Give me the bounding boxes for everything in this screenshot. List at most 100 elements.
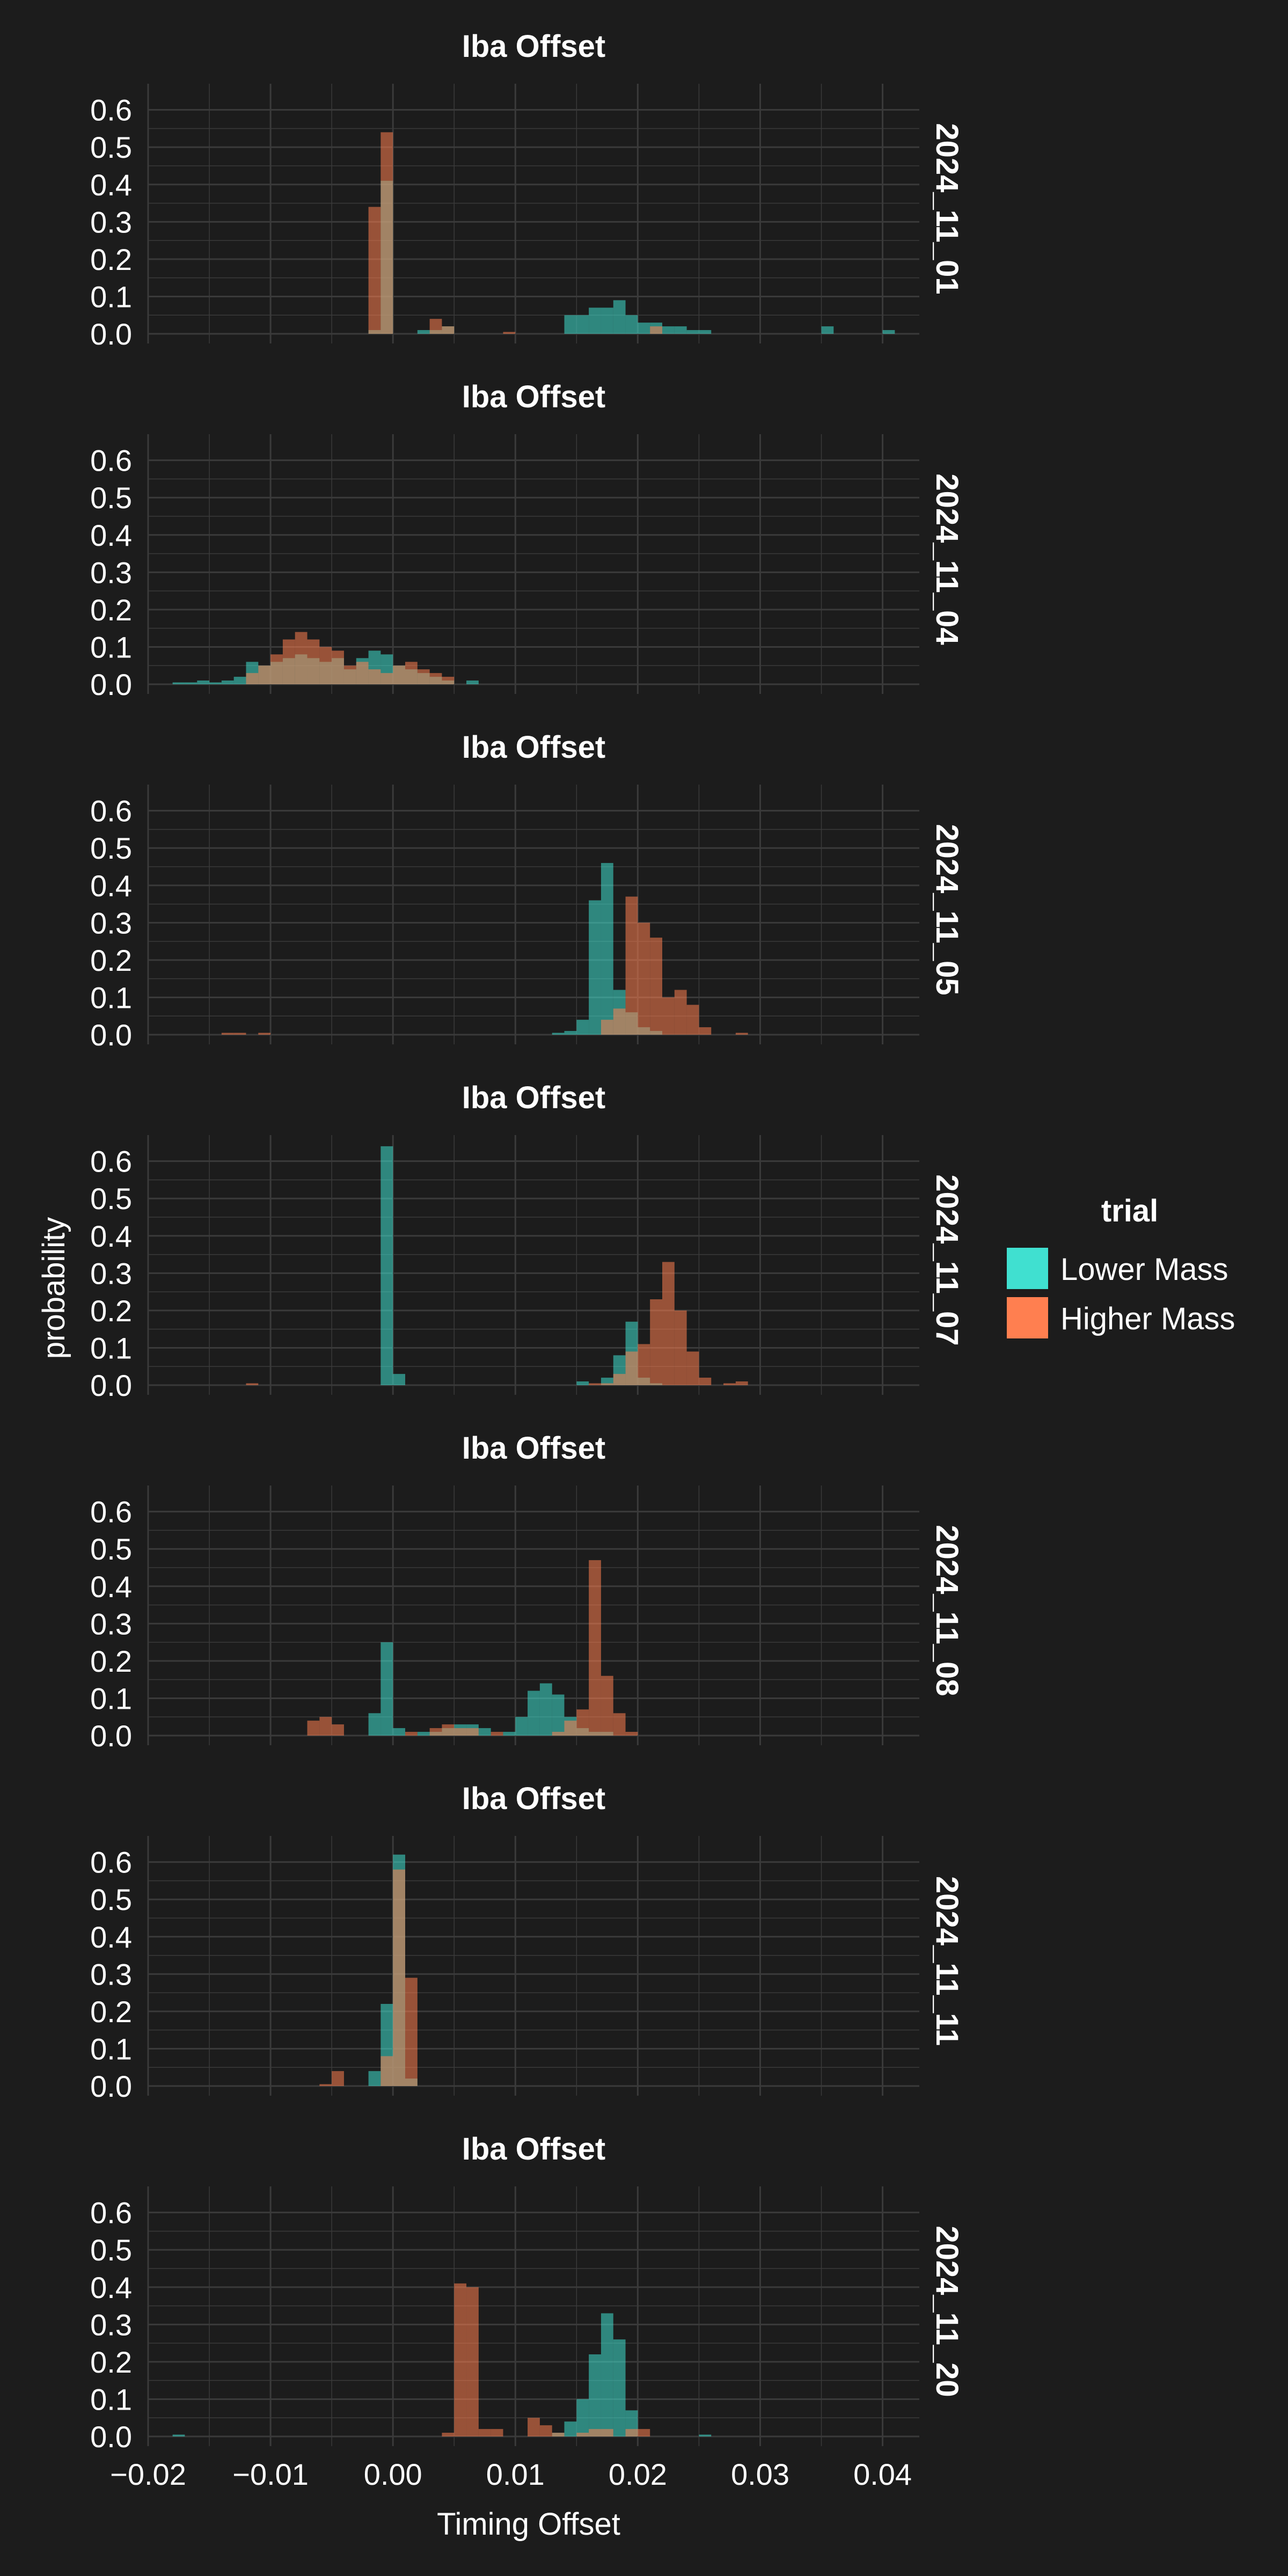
histogram-bar <box>307 639 320 684</box>
y-tick-label: 0.2 <box>90 1644 132 1678</box>
histogram-bar <box>601 2429 613 2436</box>
panel-title: Iba Offset <box>462 2132 606 2167</box>
y-tick-label: 0.2 <box>90 1995 132 2029</box>
grid <box>147 1836 919 2096</box>
histogram-bar <box>172 682 185 684</box>
facet-strip-label: 2024_11_07 <box>930 1174 964 1345</box>
histogram-bar <box>185 682 197 684</box>
histogram-bar <box>699 2434 712 2436</box>
y-tick-label: 0.3 <box>90 205 132 239</box>
histogram-bar <box>295 632 308 684</box>
histogram-bar <box>246 1383 259 1385</box>
series-higher-mass <box>442 2283 650 2436</box>
histogram-bar <box>368 669 381 684</box>
histogram-bar <box>650 326 662 334</box>
histogram-bar <box>380 2056 393 2086</box>
y-tick-label: 0.6 <box>90 794 132 828</box>
histogram-bar <box>564 315 577 334</box>
histogram-bar <box>625 1732 638 1736</box>
histogram-bar <box>589 900 601 1035</box>
histogram-bar <box>356 662 369 684</box>
histogram-bar <box>233 677 246 684</box>
histogram-bar <box>882 330 895 334</box>
y-tick-label: 0.0 <box>90 1368 132 1402</box>
histogram-bar <box>723 1383 736 1385</box>
panel-background <box>148 434 919 684</box>
histogram-bar <box>699 1378 712 1385</box>
y-tick-label: 0.1 <box>90 630 132 664</box>
y-tick-label: 0.6 <box>90 444 132 478</box>
histogram-bar <box>221 1033 234 1035</box>
histogram-bar <box>589 2429 601 2436</box>
histogram-bar <box>405 1978 418 2086</box>
histogram-bar <box>686 1351 699 1385</box>
x-tick-label: −0.01 <box>232 2457 309 2491</box>
histogram-bar <box>491 1732 503 1736</box>
y-tick-label: 0.2 <box>90 943 132 977</box>
y-tick-label: 0.5 <box>90 2233 132 2267</box>
histogram-bar <box>576 2399 589 2436</box>
histogram-bar <box>625 2429 638 2436</box>
histogram-bar <box>674 1310 687 1385</box>
y-tick-label: 0.5 <box>90 1883 132 1916</box>
facet-strip-label: 2024_11_20 <box>930 2226 964 2397</box>
histogram-bar <box>258 1033 271 1035</box>
histogram-bar <box>417 1732 430 1736</box>
histogram-bar <box>528 2418 540 2436</box>
histogram-bar <box>686 1005 699 1035</box>
histogram-bar <box>638 923 650 1035</box>
histogram-bar <box>417 330 430 334</box>
y-tick-label: 0.3 <box>90 1957 132 1991</box>
legend-swatch-higher-mass <box>1007 1297 1048 1338</box>
histogram-bar <box>258 665 271 684</box>
grid <box>147 785 919 1044</box>
histogram-bar <box>650 1299 662 1385</box>
panel-title: Iba Offset <box>462 1080 606 1115</box>
y-tick-label: 0.1 <box>90 2032 132 2066</box>
y-tick-label: 0.5 <box>90 130 132 164</box>
histogram-bar <box>319 647 332 684</box>
panel-background <box>148 84 919 334</box>
facet-panel: 0.00.10.2 0.30.4 0.5 0.6 Iba Offset 2024_11_1… <box>90 1781 964 2103</box>
y-tick-label: 0.0 <box>90 1719 132 1753</box>
histogram-bar <box>821 326 834 334</box>
x-axis-label: Timing Offset <box>437 2507 620 2542</box>
y-tick-label: 0.6 <box>90 1145 132 1179</box>
histogram-bar <box>454 2283 467 2436</box>
histogram-bar <box>515 1717 528 1736</box>
legend-label-lower-mass: Lower Mass <box>1060 1252 1228 1287</box>
y-tick-label: 0.4 <box>90 518 132 552</box>
y-tick-label: 0.6 <box>90 2196 132 2230</box>
histogram-bar <box>674 990 687 1035</box>
histogram-bar <box>613 2339 626 2436</box>
histogram-bar <box>270 654 283 684</box>
series-higher-mass <box>307 1560 638 1736</box>
y-tick-label: 0.1 <box>90 2382 132 2416</box>
y-tick-label: 0.4 <box>90 168 132 202</box>
histogram-bar <box>380 1146 393 1385</box>
y-tick-label: 0.5 <box>90 831 132 865</box>
y-tick-label: 0.0 <box>90 2420 132 2454</box>
legend-title: trial <box>1101 1194 1158 1228</box>
panel-title: Iba Offset <box>462 730 606 765</box>
series-higher-mass <box>246 632 455 684</box>
histogram-bar <box>613 1713 626 1736</box>
histogram-bar <box>576 1709 589 1736</box>
y-tick-label: 0.1 <box>90 1331 132 1365</box>
y-tick-label: 0.1 <box>90 280 132 313</box>
histogram-bar <box>466 2287 479 2436</box>
histogram-bar <box>478 1728 491 1736</box>
facet-strip-label: 2024_11_11 <box>930 1876 964 2046</box>
y-tick-label: 0.6 <box>90 93 132 127</box>
x-tick-label: 0.03 <box>731 2457 789 2491</box>
histogram-bar <box>405 1732 418 1736</box>
histogram-bar <box>503 1732 516 1736</box>
facet-strip-label: 2024_11_04 <box>930 473 964 645</box>
histogram-bar <box>466 680 479 684</box>
histogram-bar <box>601 1383 613 1385</box>
histogram-bar <box>662 326 675 334</box>
histogram-bar <box>332 650 344 684</box>
